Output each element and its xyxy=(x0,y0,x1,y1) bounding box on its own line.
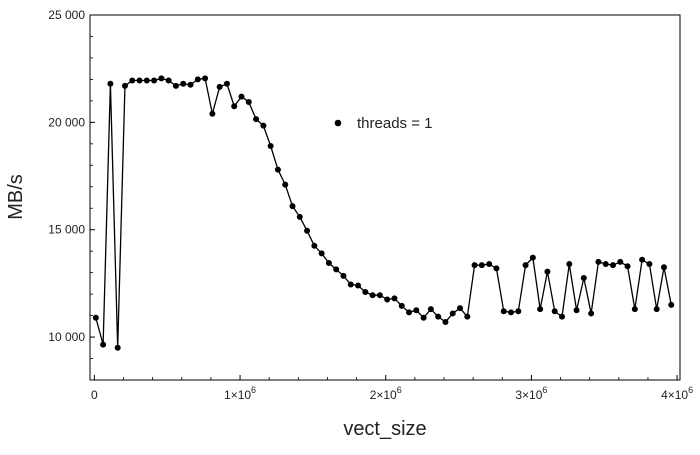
data-point xyxy=(223,80,230,87)
data-point xyxy=(121,82,128,89)
y-tick-label: 15 000 xyxy=(48,223,85,237)
data-point xyxy=(413,307,420,314)
data-point xyxy=(559,313,565,320)
x-tick-label: 4×106 xyxy=(661,385,693,402)
x-axis-title: vect_size xyxy=(343,418,426,440)
data-point xyxy=(340,272,347,279)
x-axis-ticks: 0 1×106 2×106 3×106 4×106 xyxy=(91,375,693,402)
data-point xyxy=(580,275,587,282)
data-point xyxy=(420,314,427,321)
data-point xyxy=(537,306,544,313)
data-point xyxy=(478,262,485,269)
data-point xyxy=(311,242,318,249)
data-point xyxy=(566,261,573,268)
data-point xyxy=(347,281,354,288)
data-point xyxy=(588,310,595,317)
y-tick-label: 20 000 xyxy=(48,115,85,129)
x-tick-label: 0 xyxy=(91,388,98,402)
legend: threads = 1 xyxy=(334,115,432,132)
data-point xyxy=(296,213,303,220)
data-point xyxy=(384,296,391,303)
data-point xyxy=(508,309,515,316)
y-axis-ticks: 10 000 15 000 20 000 25 000 xyxy=(48,8,95,359)
legend-label: threads = 1 xyxy=(357,115,432,132)
data-point xyxy=(355,282,362,289)
data-point xyxy=(209,110,216,117)
data-point xyxy=(624,263,631,270)
data-point xyxy=(573,307,580,314)
data-point xyxy=(325,259,332,266)
data-point xyxy=(187,81,194,88)
data-point xyxy=(172,82,179,89)
data-point xyxy=(515,308,522,315)
data-point xyxy=(260,122,267,129)
y-axis-title: MB/s xyxy=(5,174,27,220)
data-point xyxy=(318,250,325,257)
data-point xyxy=(406,309,413,316)
data-point xyxy=(639,256,646,263)
data-point xyxy=(245,98,252,105)
data-point xyxy=(362,288,369,295)
plot-frame xyxy=(89,14,681,381)
data-point xyxy=(100,341,107,348)
data-point xyxy=(486,261,493,268)
x-tick-label: 3×106 xyxy=(515,385,547,402)
data-point xyxy=(216,83,223,90)
data-point xyxy=(529,254,536,261)
data-point xyxy=(107,80,114,87)
data-point xyxy=(493,265,500,272)
data-point xyxy=(274,166,281,173)
legend-marker xyxy=(334,119,342,127)
data-point xyxy=(660,264,667,271)
data-point xyxy=(158,75,165,82)
x-tick-label: 2×106 xyxy=(370,385,402,402)
series-threads-1 xyxy=(92,75,675,351)
data-point xyxy=(500,308,507,315)
data-point xyxy=(617,258,624,265)
data-point xyxy=(653,306,660,313)
data-point xyxy=(435,313,442,320)
data-point xyxy=(333,266,340,273)
data-point xyxy=(427,306,434,313)
data-point xyxy=(471,262,478,269)
data-point xyxy=(282,181,289,188)
x-tick-label: 1×106 xyxy=(224,385,256,402)
data-point xyxy=(92,314,99,321)
data-point xyxy=(289,203,296,210)
data-point xyxy=(165,77,172,84)
data-point xyxy=(136,77,143,84)
data-point xyxy=(646,261,653,268)
data-point xyxy=(238,93,245,100)
data-point xyxy=(464,313,471,320)
data-point xyxy=(231,103,238,110)
data-point xyxy=(180,80,187,87)
data-point xyxy=(304,227,311,234)
data-point xyxy=(202,75,209,82)
data-point xyxy=(442,319,449,326)
data-point xyxy=(551,308,558,315)
y-tick-label: 25 000 xyxy=(48,8,85,22)
data-point xyxy=(267,142,274,149)
y-tick-label: 10 000 xyxy=(48,330,85,344)
data-point xyxy=(522,262,529,269)
data-point xyxy=(391,295,398,302)
data-point xyxy=(398,302,405,309)
data-point xyxy=(668,301,675,308)
data-point xyxy=(595,258,602,265)
data-point xyxy=(369,292,376,299)
data-point xyxy=(194,76,201,83)
data-point xyxy=(544,268,551,275)
data-point xyxy=(457,305,464,312)
data-point xyxy=(631,306,638,313)
data-point xyxy=(114,344,121,351)
data-point xyxy=(376,292,383,299)
data-point xyxy=(151,77,158,84)
data-point xyxy=(449,310,456,317)
data-point xyxy=(143,77,150,84)
data-point xyxy=(602,261,609,268)
data-point xyxy=(253,116,260,123)
data-point xyxy=(609,262,616,269)
data-point xyxy=(129,77,136,84)
